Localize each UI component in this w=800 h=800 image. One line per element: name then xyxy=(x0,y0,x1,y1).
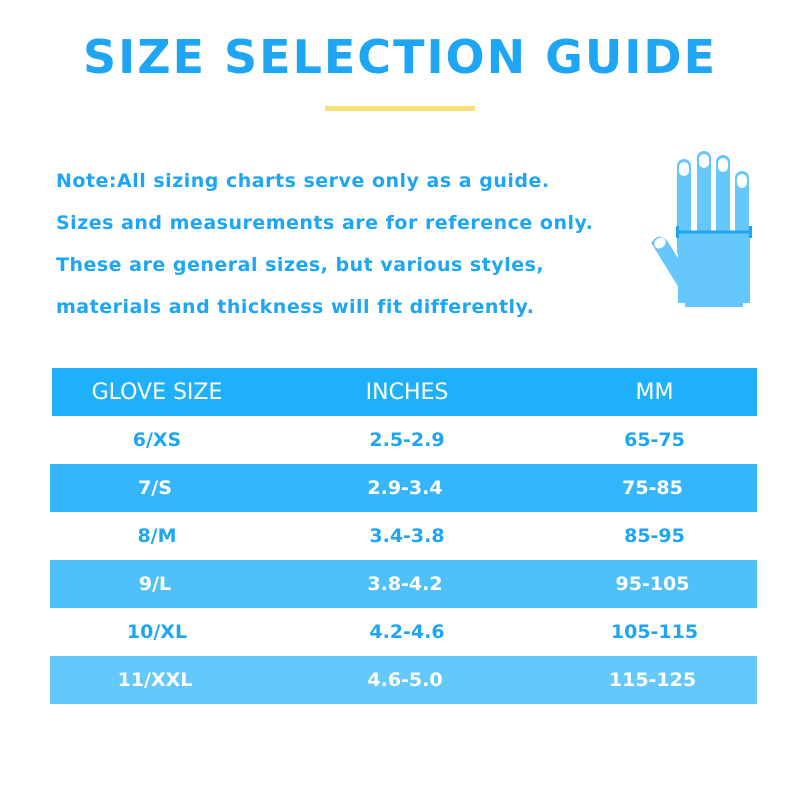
cell-inches: 3.8-4.2 xyxy=(367,573,443,595)
cell-mm: 65-75 xyxy=(624,429,685,451)
size-table: GLOVE SIZE INCHES MM 6/XS 2.5-2.9 65-75 … xyxy=(50,368,757,704)
note-line: materials and thickness will fit differe… xyxy=(56,296,535,318)
table-row: 8/M 3.4-3.8 85-95 xyxy=(52,512,757,560)
cell-size: 7/S xyxy=(138,477,172,499)
table-row: 7/S 2.9-3.4 75-85 xyxy=(50,464,757,512)
header-mm: MM xyxy=(635,379,674,405)
cell-size: 8/M xyxy=(137,525,177,547)
cell-mm: 95-105 xyxy=(615,573,690,595)
cell-mm: 105-115 xyxy=(610,621,699,643)
note-line: These are general sizes, but various sty… xyxy=(56,254,545,276)
note-line: Note:All sizing charts serve only as a g… xyxy=(56,170,550,192)
header-inches: INCHES xyxy=(365,379,449,405)
page-title: SIZE SELECTION GUIDE xyxy=(82,30,718,84)
cell-size: 9/L xyxy=(138,573,172,595)
title-underline xyxy=(325,106,475,111)
cell-inches: 4.2-4.6 xyxy=(369,621,445,643)
note-text: Note:All sizing charts serve only as a g… xyxy=(56,160,636,328)
cell-mm: 115-125 xyxy=(608,669,697,691)
table-row: 10/XL 4.2-4.6 105-115 xyxy=(52,608,757,656)
note-line: Sizes and measurements are for reference… xyxy=(56,212,594,234)
header-glove-size: GLOVE SIZE xyxy=(91,379,223,405)
table-header: GLOVE SIZE INCHES MM xyxy=(52,368,757,416)
cell-size: 10/XL xyxy=(126,621,188,643)
cell-mm: 85-95 xyxy=(624,525,685,547)
hand-measurement-icon xyxy=(648,149,752,309)
cell-inches: 2.5-2.9 xyxy=(369,429,445,451)
table-row: 11/XXL 4.6-5.0 115-125 xyxy=(50,656,757,704)
cell-inches: 3.4-3.8 xyxy=(369,525,445,547)
table-row: 9/L 3.8-4.2 95-105 xyxy=(50,560,757,608)
cell-inches: 2.9-3.4 xyxy=(367,477,443,499)
cell-mm: 75-85 xyxy=(622,477,683,499)
cell-size: 11/XXL xyxy=(117,669,193,691)
cell-size: 6/XS xyxy=(132,429,182,451)
cell-inches: 4.6-5.0 xyxy=(367,669,443,691)
table-row: 6/XS 2.5-2.9 65-75 xyxy=(52,416,757,464)
